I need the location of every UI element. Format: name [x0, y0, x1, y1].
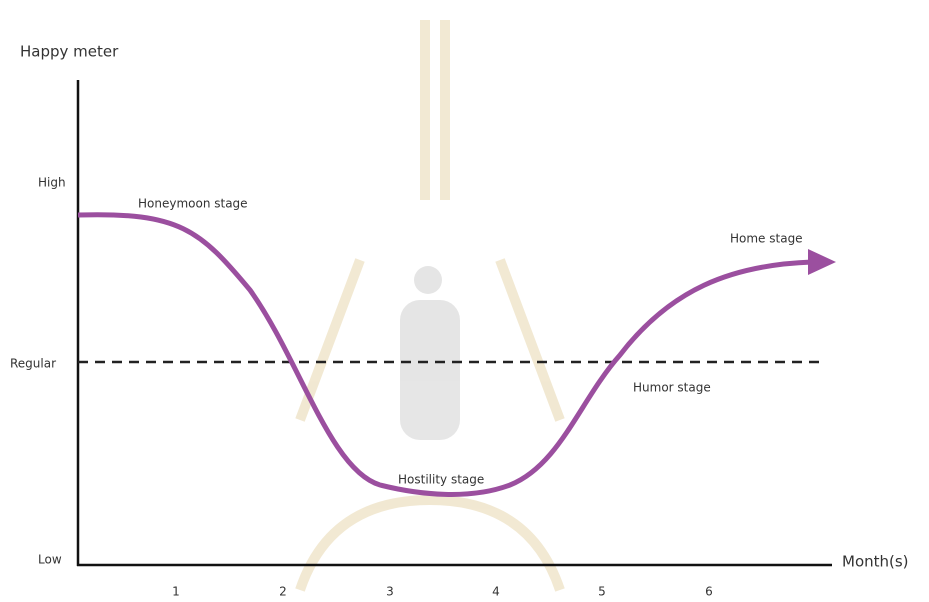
- curve: [77, 212, 813, 497]
- watermark-shape: [295, 20, 565, 422]
- x-label: 3: [386, 585, 394, 599]
- x-label: 1: [172, 585, 180, 599]
- watermark: [295, 20, 565, 592]
- x-label: 4: [492, 585, 500, 599]
- watermark-shape: [295, 494, 565, 592]
- watermark-shape: [414, 266, 442, 294]
- stage-label: Honeymoon stage: [138, 197, 248, 211]
- arrowhead: [808, 249, 836, 275]
- stage-label: Humor stage: [633, 381, 711, 395]
- x-axis-title: Month(s): [842, 553, 909, 571]
- x-label: 2: [279, 585, 287, 599]
- y-level: High: [38, 176, 66, 190]
- x-label: 5: [598, 585, 606, 599]
- x-label: 6: [705, 585, 713, 599]
- y-axis-title: Happy meter: [20, 43, 119, 61]
- watermark-figure: [400, 266, 460, 440]
- y-level: Regular: [10, 357, 56, 371]
- stage-label: Hostility stage: [398, 473, 484, 487]
- y-level: Low: [38, 553, 62, 567]
- stage-label: Home stage: [730, 232, 803, 246]
- watermark-shape: [400, 300, 460, 440]
